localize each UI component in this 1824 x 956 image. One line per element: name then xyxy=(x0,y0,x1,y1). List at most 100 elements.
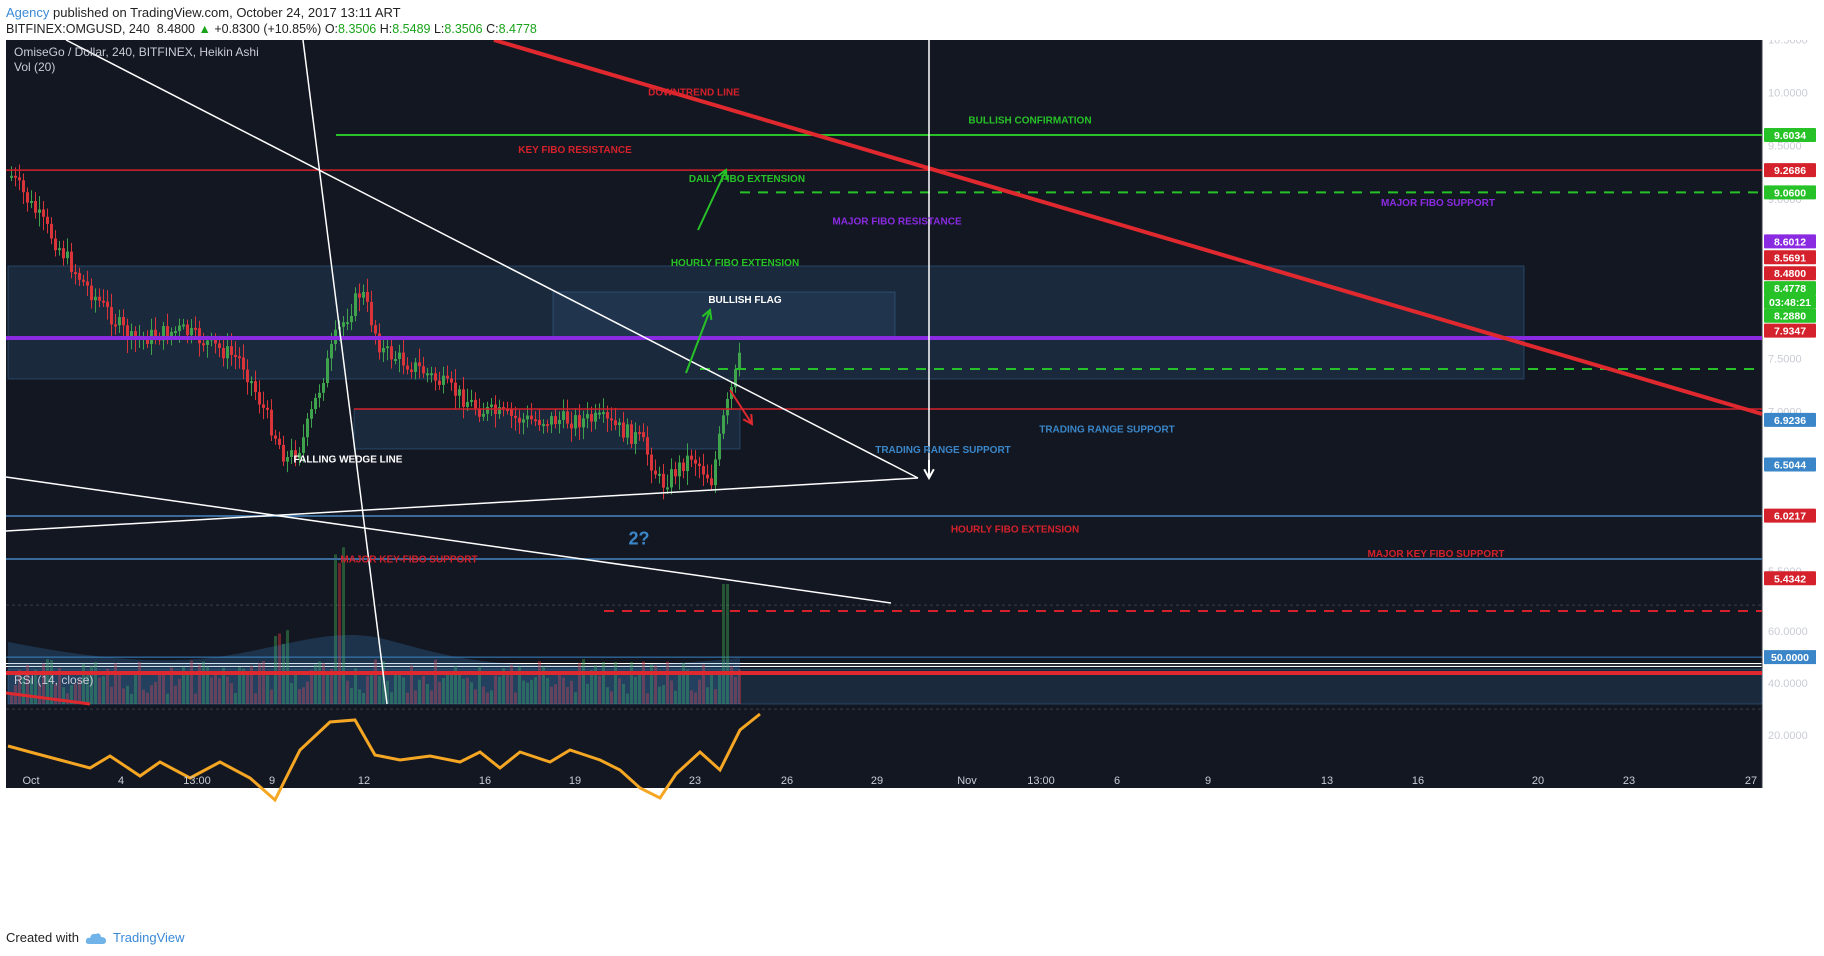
volume-bar xyxy=(522,680,525,704)
volume-bar xyxy=(546,678,549,704)
chart-annotation[interactable]: BULLISH CONFIRMATION xyxy=(968,115,1091,126)
candle xyxy=(538,419,541,426)
volume-bar xyxy=(58,668,61,704)
candle xyxy=(630,424,633,444)
x-axis-pane[interactable] xyxy=(6,770,1762,788)
chart-annotation[interactable]: HOURLY FIBO EXTENSION xyxy=(671,258,799,269)
volume-bar xyxy=(622,683,625,704)
candle xyxy=(454,382,457,396)
volume-bar xyxy=(586,683,589,704)
candle xyxy=(46,216,49,224)
trend-line[interactable] xyxy=(302,40,388,705)
price-tag xyxy=(1764,571,1816,586)
chart-annotation[interactable]: MAJOR KEY FIBO SUPPORT xyxy=(1367,549,1504,560)
candle xyxy=(530,415,533,420)
candle xyxy=(550,416,553,425)
candle xyxy=(238,356,241,359)
volume-bar xyxy=(114,663,117,704)
arrow-line[interactable] xyxy=(697,169,727,231)
chart-annotation[interactable]: HOURLY FIBO EXTENSION xyxy=(951,525,1079,536)
chart-annotation[interactable]: TRADING RANGE SUPPORT xyxy=(1039,425,1175,436)
chart-annotation[interactable]: TRADING RANGE SUPPORT xyxy=(875,445,1011,456)
arrow-line[interactable] xyxy=(729,389,753,425)
chart-annotation[interactable]: DAILY FIBO EXTENSION xyxy=(689,174,805,185)
arrow-line[interactable] xyxy=(685,309,711,374)
volume-bar xyxy=(382,661,385,704)
candle xyxy=(394,358,397,361)
candle xyxy=(326,358,329,384)
candle xyxy=(170,331,173,339)
candle xyxy=(614,420,617,426)
price-tag xyxy=(1764,508,1816,523)
volume-bar xyxy=(638,674,641,704)
candle xyxy=(102,300,105,303)
chart-annotation[interactable]: DOWNTREND LINE xyxy=(648,88,740,99)
candle xyxy=(670,469,673,488)
volume-bar xyxy=(494,675,497,704)
candle xyxy=(434,373,437,381)
candle xyxy=(570,423,573,429)
trend-line[interactable] xyxy=(493,40,1763,416)
author-link[interactable]: Agency xyxy=(6,5,50,20)
candle xyxy=(598,412,601,415)
candle xyxy=(618,422,621,426)
volume-bar xyxy=(458,674,461,704)
candle xyxy=(182,324,185,327)
volume-bar xyxy=(106,668,109,704)
chart-annotation[interactable]: BULLISH FLAG xyxy=(708,295,782,306)
trend-line[interactable] xyxy=(5,477,919,532)
candle xyxy=(30,200,33,203)
volume-bar xyxy=(194,693,197,704)
volume-bar xyxy=(566,686,569,704)
volume-bar xyxy=(414,690,417,704)
volume-bar xyxy=(530,679,533,704)
x-tick-label: Oct xyxy=(22,775,39,787)
chart-annotation[interactable]: FALLING WEDGE LINE xyxy=(294,454,403,465)
volume-bar xyxy=(422,676,425,704)
chart-annotation[interactable]: KEY FIBO RESISTANCE xyxy=(518,145,632,156)
volume-ma-area xyxy=(8,634,740,704)
publish-text: published on TradingView.com, October 24… xyxy=(53,5,401,20)
volume-bar xyxy=(694,692,697,704)
candle xyxy=(482,413,485,417)
volume-bar xyxy=(582,659,585,704)
candle xyxy=(246,369,249,383)
volume-bar xyxy=(602,661,605,704)
volume-bar xyxy=(462,678,465,704)
last-price: 8.4800 xyxy=(156,22,195,36)
candle xyxy=(82,279,85,282)
price-tag-label: 8.2880 xyxy=(1774,311,1806,323)
candle xyxy=(518,417,521,423)
volume-bar xyxy=(726,584,729,704)
price-tag xyxy=(1764,294,1816,309)
range-box[interactable] xyxy=(7,265,1525,380)
volume-bar xyxy=(366,675,369,704)
chart-annotation[interactable]: 2? xyxy=(628,528,649,548)
volume-bar xyxy=(126,685,129,704)
trend-line[interactable] xyxy=(65,40,919,479)
symbol-info: BITFINEX:OMGUSD, 240 8.4800 ▲ +0.8300 (+… xyxy=(6,22,537,36)
chart-annotation[interactable]: MAJOR FIBO SUPPORT xyxy=(1381,198,1495,209)
trend-line[interactable] xyxy=(5,691,91,706)
volume-bar xyxy=(250,665,253,704)
price-tag xyxy=(1764,234,1816,249)
candle xyxy=(602,412,605,415)
volume-bar xyxy=(502,667,505,704)
x-tick-label: 9 xyxy=(269,775,275,787)
volume-bar xyxy=(358,689,361,704)
close-value: 8.4778 xyxy=(498,22,537,36)
chart-annotation[interactable]: MAJOR KEY-FIBO SUPPORT xyxy=(340,554,477,565)
tradingview-brand-link[interactable]: TradingView xyxy=(112,930,185,945)
volume-bar xyxy=(278,633,281,704)
trend-line[interactable] xyxy=(5,476,892,604)
rsi-line xyxy=(7,712,761,803)
volume-bar xyxy=(262,660,265,704)
candle xyxy=(546,424,549,427)
publish-info: Agency published on TradingView.com, Oct… xyxy=(6,5,401,20)
volume-bar xyxy=(714,689,717,704)
volume-bar xyxy=(718,670,721,704)
volume-bar xyxy=(238,667,241,704)
volume-bar xyxy=(326,673,329,704)
chart-annotation[interactable]: MAJOR FIBO RESISTANCE xyxy=(832,216,962,227)
